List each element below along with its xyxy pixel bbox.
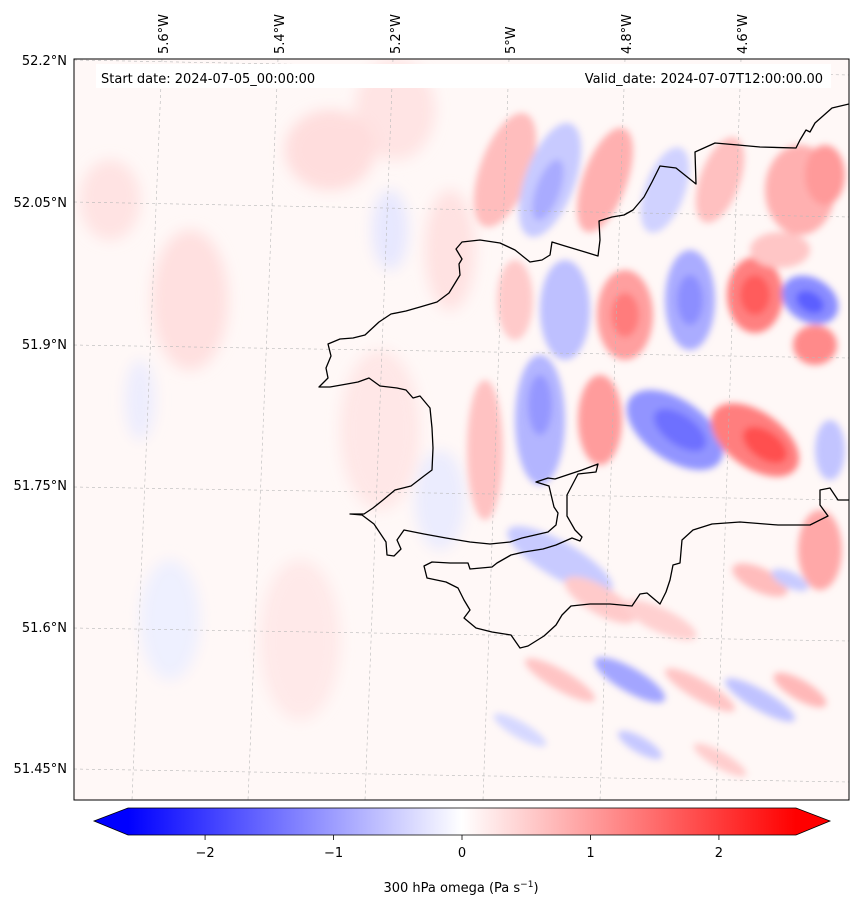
colorbar-tick-label: 0 [458, 846, 466, 861]
valid-date-label: Valid_date: 2024-07-07T12:00:00.00 [585, 72, 823, 87]
lon-label: 5.6°W [157, 14, 172, 54]
gridlines [74, 59, 849, 800]
longitude-labels: 5.6°W 5.4°W 5.2°W 5°W 4.8°W 4.6°W [157, 14, 751, 54]
omega-field [74, 59, 849, 800]
lon-label: 5.4°W [273, 14, 288, 54]
lat-label: 51.75°N [14, 479, 67, 494]
date-strip [96, 64, 831, 88]
colorbar-max-extend [796, 808, 830, 835]
lon-label: 4.8°W [620, 14, 635, 54]
colorbar-label: 300 hPa omega (Pa s−1) [383, 880, 538, 896]
lat-label: 51.6°N [22, 621, 67, 636]
lon-label: 5.2°W [389, 14, 404, 54]
colorbar-tick-label: 2 [715, 846, 723, 861]
latitude-labels: 52.2°N 52.05°N 51.9°N 51.75°N 51.6°N 51.… [14, 54, 67, 777]
lat-label: 51.9°N [22, 338, 67, 353]
lon-label: 4.6°W [736, 14, 751, 54]
lon-label: 5°W [504, 26, 519, 54]
start-date-label: Start date: 2024-07-05_00:00:00 [101, 72, 315, 87]
colorbar-ticks [204, 835, 720, 840]
lat-label: 51.45°N [14, 762, 67, 777]
colorbar-min-extend [94, 808, 128, 835]
colorbar-tick-labels: −2 −1 0 1 2 [195, 846, 723, 861]
colorbar-tick-label: 1 [586, 846, 594, 861]
lat-label: 52.2°N [22, 54, 67, 69]
colorbar-tick-label: −1 [324, 846, 343, 861]
colorbar-gradient [128, 808, 796, 835]
colorbar: −2 −1 0 1 2 300 hPa omega (Pa s−1) [92, 807, 832, 896]
coastline [318, 103, 849, 649]
lat-label: 52.05°N [14, 196, 67, 211]
colorbar-tick-label: −2 [195, 846, 214, 861]
map-frame [73, 58, 850, 801]
